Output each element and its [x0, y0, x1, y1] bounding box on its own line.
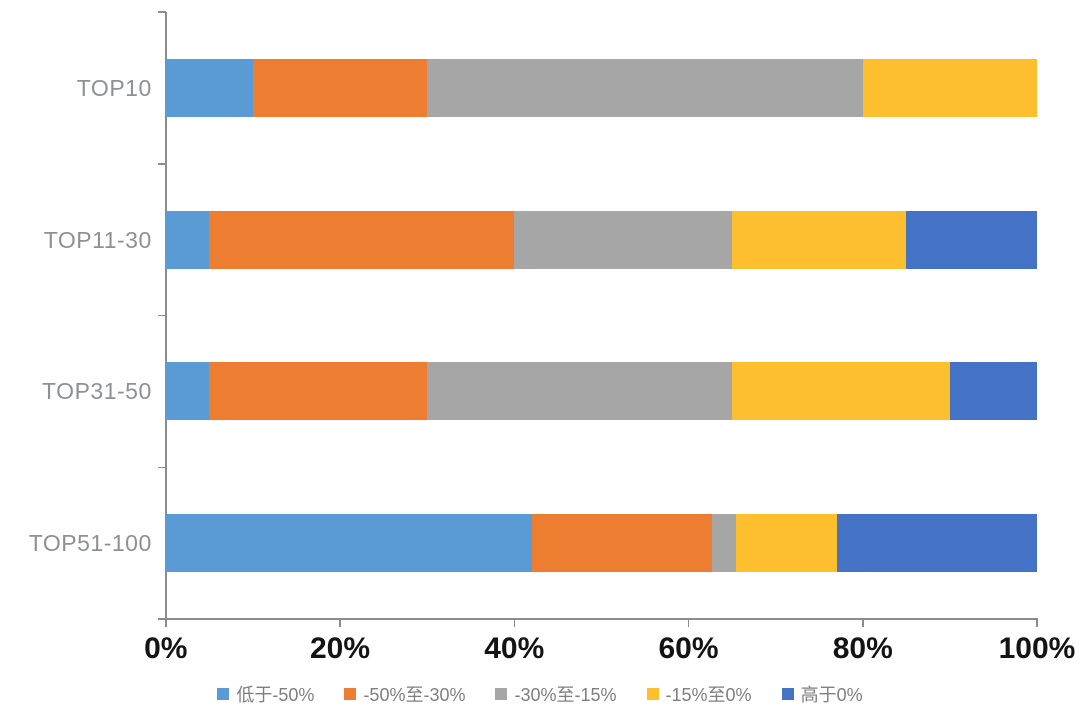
x-axis-tick: [862, 619, 864, 627]
category-label: TOP11-30: [43, 226, 152, 253]
bar-row: [165, 210, 1037, 269]
legend-label: 低于-50%: [236, 685, 315, 705]
bar-segment: [165, 514, 532, 573]
legend-item: 高于0%: [781, 681, 863, 707]
legend-item: -30%至-15%: [495, 681, 617, 707]
bar-segment: [732, 362, 950, 421]
bar-segment: [427, 362, 733, 421]
legend-item: -50%至-30%: [344, 681, 465, 707]
bar-segment: [949, 362, 1037, 421]
x-axis-tick: [165, 619, 167, 627]
x-axis-tick-label: 40%: [484, 632, 545, 665]
y-axis-tick: [157, 11, 166, 13]
y-axis-tick: [157, 163, 166, 165]
bar-segment: [209, 362, 428, 421]
bar-segment: [165, 362, 210, 421]
bar-segment: [836, 514, 1037, 573]
x-axis-tick: [1036, 619, 1038, 627]
bar-segment: [165, 58, 253, 117]
legend-item: 低于-50%: [217, 681, 314, 707]
bar-segment: [531, 514, 713, 573]
bar-segment: [514, 210, 733, 269]
bar-segment: [732, 210, 907, 269]
category-label: TOP31-50: [42, 378, 152, 405]
legend-swatch-icon: [217, 688, 230, 700]
legend-swatch-icon: [495, 688, 508, 700]
legend-label: -50%至-30%: [363, 685, 466, 705]
x-axis-tick: [513, 619, 515, 627]
legend-label: 高于0%: [800, 685, 863, 705]
legend-label: -30%至-15%: [514, 685, 617, 705]
bar-segment: [736, 514, 837, 573]
x-axis-tick-label: 60%: [658, 632, 719, 665]
bar-segment: [712, 514, 737, 573]
bar-segment: [209, 210, 515, 269]
bar-segment: [165, 210, 210, 269]
x-axis-tick-label: 80%: [832, 632, 893, 665]
bar-segment: [252, 58, 428, 117]
bar-row: [165, 362, 1037, 421]
legend-swatch-icon: [781, 688, 794, 700]
x-axis-tick-label: 100%: [998, 632, 1076, 665]
x-axis-tick: [339, 619, 341, 627]
bar-segment: [862, 58, 1037, 117]
y-axis-tick: [157, 314, 166, 317]
x-axis-line: [165, 618, 1038, 620]
x-axis-tick-label: 0%: [144, 632, 188, 665]
bar-segment: [427, 58, 863, 117]
x-axis-tick-label: 20%: [309, 632, 371, 665]
bar-segment: [906, 210, 1037, 269]
chart-legend: 低于-50% -50%至-30% -30%至-15% -15%至0% 高于0%: [0, 681, 1080, 707]
bar-row: [165, 58, 1037, 117]
y-axis-tick: [157, 618, 166, 620]
legend-item: -15%至0%: [646, 681, 752, 707]
legend-swatch-icon: [344, 688, 357, 700]
category-label: TOP51-100: [28, 530, 152, 557]
legend-swatch-icon: [646, 688, 659, 700]
category-label: TOP10: [76, 74, 152, 101]
y-axis-tick: [157, 466, 166, 468]
bar-row: [165, 514, 1037, 573]
legend-label: -15%至0%: [665, 685, 752, 705]
x-axis-tick: [687, 619, 690, 627]
y-axis-line: [165, 12, 167, 619]
